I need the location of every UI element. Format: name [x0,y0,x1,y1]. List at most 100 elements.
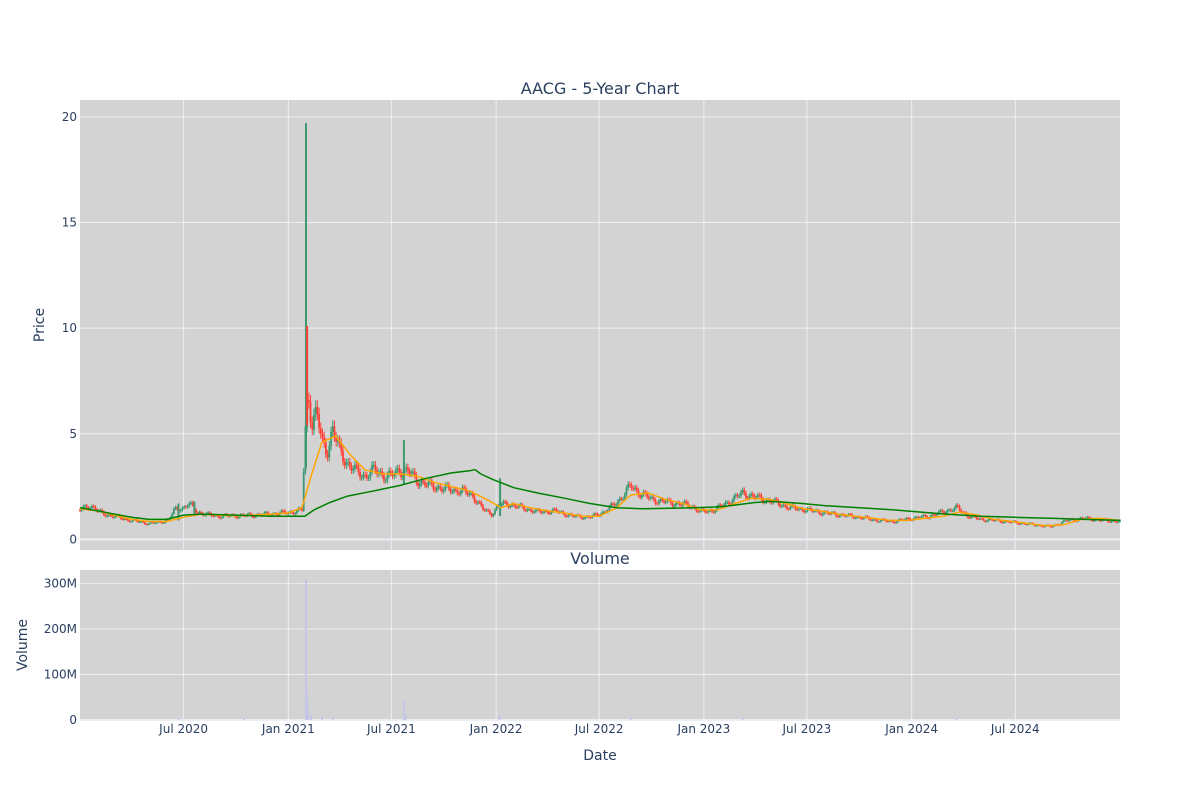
candle-body [784,504,787,507]
candle-body [1066,520,1068,522]
candle-body [360,477,363,479]
candle-body [538,509,541,512]
candle-body [162,522,165,524]
candle-body [441,488,443,492]
candle-body [675,502,677,506]
candle-body [388,470,390,475]
candle-body [316,406,319,414]
candle-body [550,511,553,514]
candle-body [1113,520,1116,522]
candle-body [1062,520,1065,523]
candle-body [782,504,785,506]
candle-body [526,509,529,511]
candle-body [898,519,901,521]
candle-body [167,519,170,521]
candle-body [478,501,481,503]
candle-body [956,505,959,507]
candle-body [823,511,826,514]
candle-body [244,515,247,517]
candle-body [1020,523,1022,525]
candle-body [343,461,346,466]
candle-body [154,523,157,525]
candle-body [1117,521,1120,523]
candle-body [658,500,660,504]
candle-body [567,514,570,517]
candle-body [695,508,698,512]
candle-body [109,514,112,516]
volume-bar [320,716,323,720]
candle-body [857,516,860,518]
candle-body [683,501,686,504]
volume-bar [402,700,405,720]
candle-body [333,426,336,437]
candle-body [1112,520,1115,522]
volume-bar [307,708,310,720]
candle-body [762,499,764,503]
candle-body [543,510,546,513]
candle-body [979,518,981,520]
price-y-ticks: 0 5 10 15 20 [62,110,77,547]
candle-body [395,469,397,475]
candle-body [746,497,749,499]
candle-body [1052,525,1055,527]
candle-body [463,487,466,489]
candle-body [396,468,399,470]
candle-body [200,512,203,514]
candle-body [386,474,389,481]
candle-body [92,506,95,508]
candle-body [453,489,455,492]
candle-body [828,513,831,515]
candle-body [611,503,614,505]
candle-body [186,506,189,508]
candle-body [726,502,729,504]
candle-body [859,516,862,519]
candle-body [184,506,187,508]
candle-body [125,518,128,520]
chart-title: AACG - 5-Year Chart [521,79,680,98]
candle-body [620,498,623,500]
candle-body [854,518,857,520]
candle-body [753,495,756,499]
candle-body [758,494,761,496]
candle-body [640,494,643,498]
x-tick-label: Jul 2023 [781,722,831,736]
candle-body [1035,525,1038,527]
candle-body [958,506,961,510]
x-tick-label: Jan 2024 [884,722,938,736]
candle-body [950,509,952,511]
candle-body [371,465,373,472]
candle-body [277,514,279,516]
candle-body [741,489,744,493]
candle-body [1064,520,1067,522]
volume-bar [242,718,245,720]
long-moving-average-line [79,468,1121,522]
candle-body [552,508,554,512]
candle-body [408,470,411,474]
candle-body [266,512,269,515]
candle-body [471,492,474,497]
candle-body [760,495,763,500]
candle-body [442,489,445,492]
candle-body [596,513,599,516]
candle-body [999,520,1002,523]
candle-body [523,506,525,510]
candle-body [183,506,186,508]
candle-body [176,507,179,510]
candle-body [222,515,225,518]
candle-body [198,512,201,514]
candle-body [362,474,365,478]
candle-body [794,506,797,510]
candle-body [130,521,133,523]
candle-body [1018,523,1021,525]
price-lines [79,434,1121,527]
candle-body [458,493,461,495]
candle-body [775,498,778,501]
candle-body [849,514,852,516]
candle-body [821,513,824,516]
candle-body [820,513,823,516]
candle-body [731,500,734,505]
candle-body [687,502,689,507]
x-tick-label: Jan 2022 [469,722,523,736]
candle-body [608,506,611,511]
volume-plot-area [80,570,1120,720]
